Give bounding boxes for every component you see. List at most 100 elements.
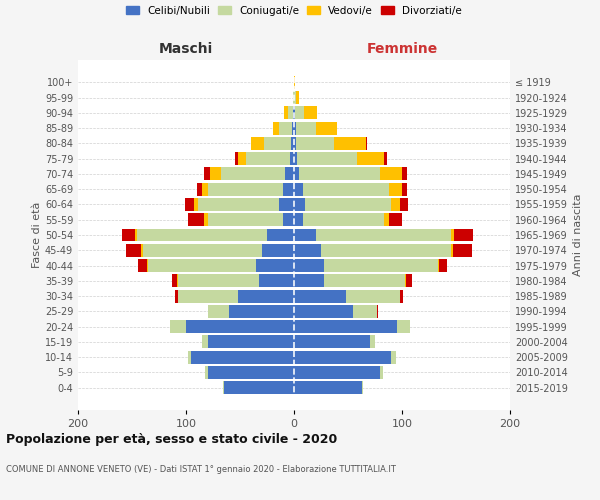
Bar	[256, 259, 294, 272]
Bar	[302, 214, 383, 226]
Bar	[324, 259, 437, 272]
Bar	[208, 336, 294, 348]
Bar	[294, 320, 397, 333]
Bar	[294, 350, 391, 364]
Bar	[296, 137, 334, 150]
Bar	[175, 290, 178, 302]
Bar	[356, 152, 383, 165]
Bar	[294, 137, 296, 150]
Bar	[235, 152, 238, 165]
Bar	[238, 152, 247, 165]
Bar	[294, 91, 296, 104]
Bar	[321, 244, 451, 256]
Bar	[316, 122, 337, 134]
Bar	[148, 259, 256, 272]
Bar	[294, 244, 321, 256]
Bar	[208, 305, 229, 318]
Bar	[405, 274, 406, 287]
Bar	[264, 137, 291, 150]
Bar	[208, 214, 283, 226]
Bar	[208, 366, 294, 379]
Text: Femmine: Femmine	[367, 42, 437, 56]
Bar	[296, 91, 299, 104]
Bar	[451, 228, 454, 241]
Bar	[294, 214, 302, 226]
Bar	[400, 198, 409, 211]
Text: Maschi: Maschi	[159, 42, 213, 56]
Bar	[287, 106, 293, 120]
Bar	[221, 168, 286, 180]
Bar	[178, 274, 259, 287]
Bar	[294, 106, 295, 120]
Bar	[191, 350, 294, 364]
Bar	[439, 259, 448, 272]
Bar	[437, 259, 439, 272]
Bar	[302, 182, 389, 196]
Bar	[292, 122, 294, 134]
Text: Popolazione per età, sesso e stato civile - 2020: Popolazione per età, sesso e stato civil…	[6, 432, 337, 446]
Y-axis label: Fasce di età: Fasce di età	[32, 202, 42, 268]
Bar	[247, 152, 290, 165]
Bar	[389, 182, 402, 196]
Bar	[400, 290, 403, 302]
Bar	[205, 214, 208, 226]
Legend: Celibi/Nubili, Coniugati/e, Vedovi/e, Divorziati/e: Celibi/Nubili, Coniugati/e, Vedovi/e, Di…	[126, 6, 462, 16]
Bar	[297, 152, 356, 165]
Bar	[353, 305, 377, 318]
Bar	[451, 244, 453, 256]
Bar	[454, 228, 473, 241]
Bar	[293, 91, 294, 104]
Bar	[294, 182, 302, 196]
Bar	[122, 228, 135, 241]
Bar	[294, 290, 346, 302]
Bar	[294, 76, 295, 89]
Bar	[294, 122, 296, 134]
Bar	[453, 244, 472, 256]
Bar	[397, 320, 410, 333]
Bar	[185, 198, 194, 211]
Bar	[267, 228, 294, 241]
Bar	[259, 274, 294, 287]
Bar	[194, 198, 198, 211]
Bar	[205, 366, 208, 379]
Bar	[370, 336, 375, 348]
Y-axis label: Anni di nascita: Anni di nascita	[573, 194, 583, 276]
Bar	[324, 274, 405, 287]
Bar	[140, 244, 143, 256]
Bar	[406, 274, 412, 287]
Bar	[279, 198, 294, 211]
Bar	[402, 182, 407, 196]
Bar	[223, 381, 224, 394]
Text: COMUNE DI ANNONE VENETO (VE) - Dati ISTAT 1° gennaio 2020 - Elaborazione TUTTITA: COMUNE DI ANNONE VENETO (VE) - Dati ISTA…	[6, 465, 396, 474]
Bar	[170, 320, 186, 333]
Bar	[143, 244, 262, 256]
Bar	[391, 350, 395, 364]
Bar	[316, 228, 451, 241]
Bar	[284, 106, 287, 120]
Bar	[305, 198, 391, 211]
Bar	[402, 168, 407, 180]
Bar	[294, 336, 370, 348]
Bar	[283, 214, 294, 226]
Bar	[380, 168, 402, 180]
Bar	[262, 244, 294, 256]
Bar	[224, 381, 294, 394]
Bar	[202, 336, 208, 348]
Bar	[362, 381, 363, 394]
Bar	[294, 152, 297, 165]
Bar	[198, 198, 279, 211]
Bar	[383, 214, 389, 226]
Bar	[137, 228, 267, 241]
Bar	[389, 214, 402, 226]
Bar	[296, 122, 316, 134]
Bar	[383, 152, 387, 165]
Bar	[178, 290, 238, 302]
Bar	[229, 305, 294, 318]
Bar	[238, 290, 294, 302]
Bar	[125, 244, 140, 256]
Bar	[202, 182, 208, 196]
Bar	[334, 137, 367, 150]
Bar	[294, 305, 353, 318]
Bar	[294, 381, 362, 394]
Bar	[294, 259, 324, 272]
